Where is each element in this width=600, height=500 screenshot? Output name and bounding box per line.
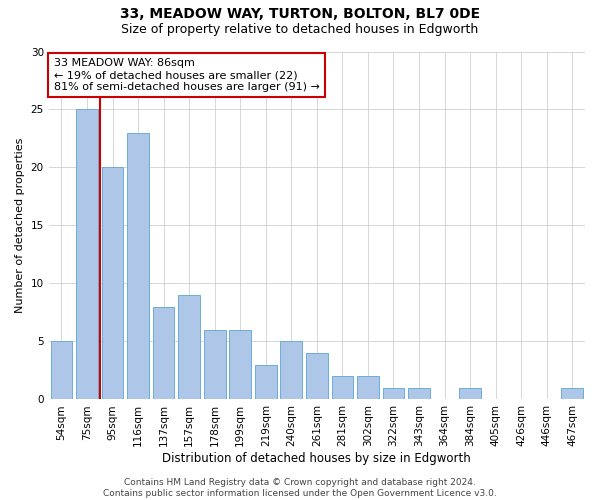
X-axis label: Distribution of detached houses by size in Edgworth: Distribution of detached houses by size …: [163, 452, 471, 465]
Bar: [357, 376, 379, 400]
Bar: [50, 342, 72, 400]
Bar: [383, 388, 404, 400]
Text: 33 MEADOW WAY: 86sqm
← 19% of detached houses are smaller (22)
81% of semi-detac: 33 MEADOW WAY: 86sqm ← 19% of detached h…: [54, 58, 320, 92]
Bar: [204, 330, 226, 400]
Y-axis label: Number of detached properties: Number of detached properties: [15, 138, 25, 313]
Bar: [76, 110, 98, 400]
Bar: [101, 168, 124, 400]
Text: Size of property relative to detached houses in Edgworth: Size of property relative to detached ho…: [121, 22, 479, 36]
Text: Contains HM Land Registry data © Crown copyright and database right 2024.
Contai: Contains HM Land Registry data © Crown c…: [103, 478, 497, 498]
Bar: [306, 353, 328, 400]
Bar: [229, 330, 251, 400]
Bar: [332, 376, 353, 400]
Bar: [178, 295, 200, 400]
Text: 33, MEADOW WAY, TURTON, BOLTON, BL7 0DE: 33, MEADOW WAY, TURTON, BOLTON, BL7 0DE: [120, 8, 480, 22]
Bar: [127, 132, 149, 400]
Bar: [459, 388, 481, 400]
Bar: [280, 342, 302, 400]
Bar: [153, 306, 175, 400]
Bar: [255, 364, 277, 400]
Bar: [408, 388, 430, 400]
Bar: [562, 388, 583, 400]
